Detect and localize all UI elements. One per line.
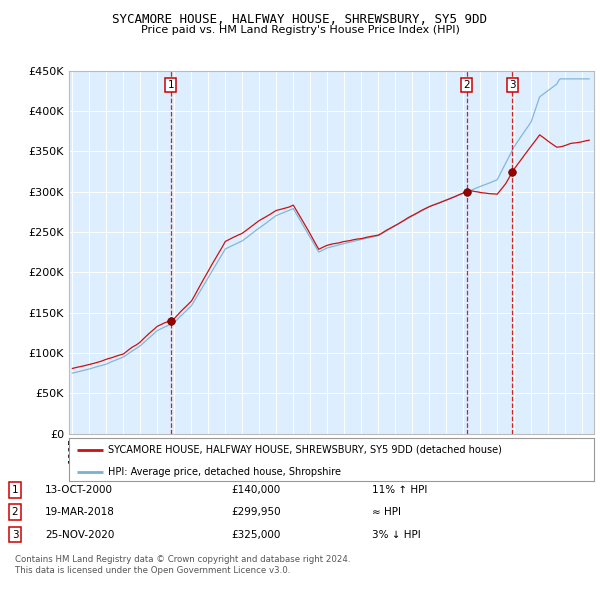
Text: SYCAMORE HOUSE, HALFWAY HOUSE, SHREWSBURY, SY5 9DD: SYCAMORE HOUSE, HALFWAY HOUSE, SHREWSBUR… — [113, 13, 487, 26]
Text: 3% ↓ HPI: 3% ↓ HPI — [372, 530, 421, 539]
Text: 3: 3 — [509, 80, 516, 90]
Text: Contains HM Land Registry data © Crown copyright and database right 2024.: Contains HM Land Registry data © Crown c… — [15, 555, 350, 563]
Text: 3: 3 — [11, 530, 19, 539]
Text: 1: 1 — [11, 485, 19, 494]
Text: Price paid vs. HM Land Registry's House Price Index (HPI): Price paid vs. HM Land Registry's House … — [140, 25, 460, 35]
Text: £325,000: £325,000 — [231, 530, 280, 539]
Text: £140,000: £140,000 — [231, 485, 280, 494]
Text: 11% ↑ HPI: 11% ↑ HPI — [372, 485, 427, 494]
Text: 25-NOV-2020: 25-NOV-2020 — [45, 530, 115, 539]
Text: 19-MAR-2018: 19-MAR-2018 — [45, 507, 115, 517]
Text: HPI: Average price, detached house, Shropshire: HPI: Average price, detached house, Shro… — [109, 467, 341, 477]
Text: £299,950: £299,950 — [231, 507, 281, 517]
Text: SYCAMORE HOUSE, HALFWAY HOUSE, SHREWSBURY, SY5 9DD (detached house): SYCAMORE HOUSE, HALFWAY HOUSE, SHREWSBUR… — [109, 445, 502, 455]
Text: 13-OCT-2000: 13-OCT-2000 — [45, 485, 113, 494]
Text: 2: 2 — [463, 80, 470, 90]
Text: ≈ HPI: ≈ HPI — [372, 507, 401, 517]
Text: 1: 1 — [167, 80, 174, 90]
Text: This data is licensed under the Open Government Licence v3.0.: This data is licensed under the Open Gov… — [15, 566, 290, 575]
Text: 2: 2 — [11, 507, 19, 517]
